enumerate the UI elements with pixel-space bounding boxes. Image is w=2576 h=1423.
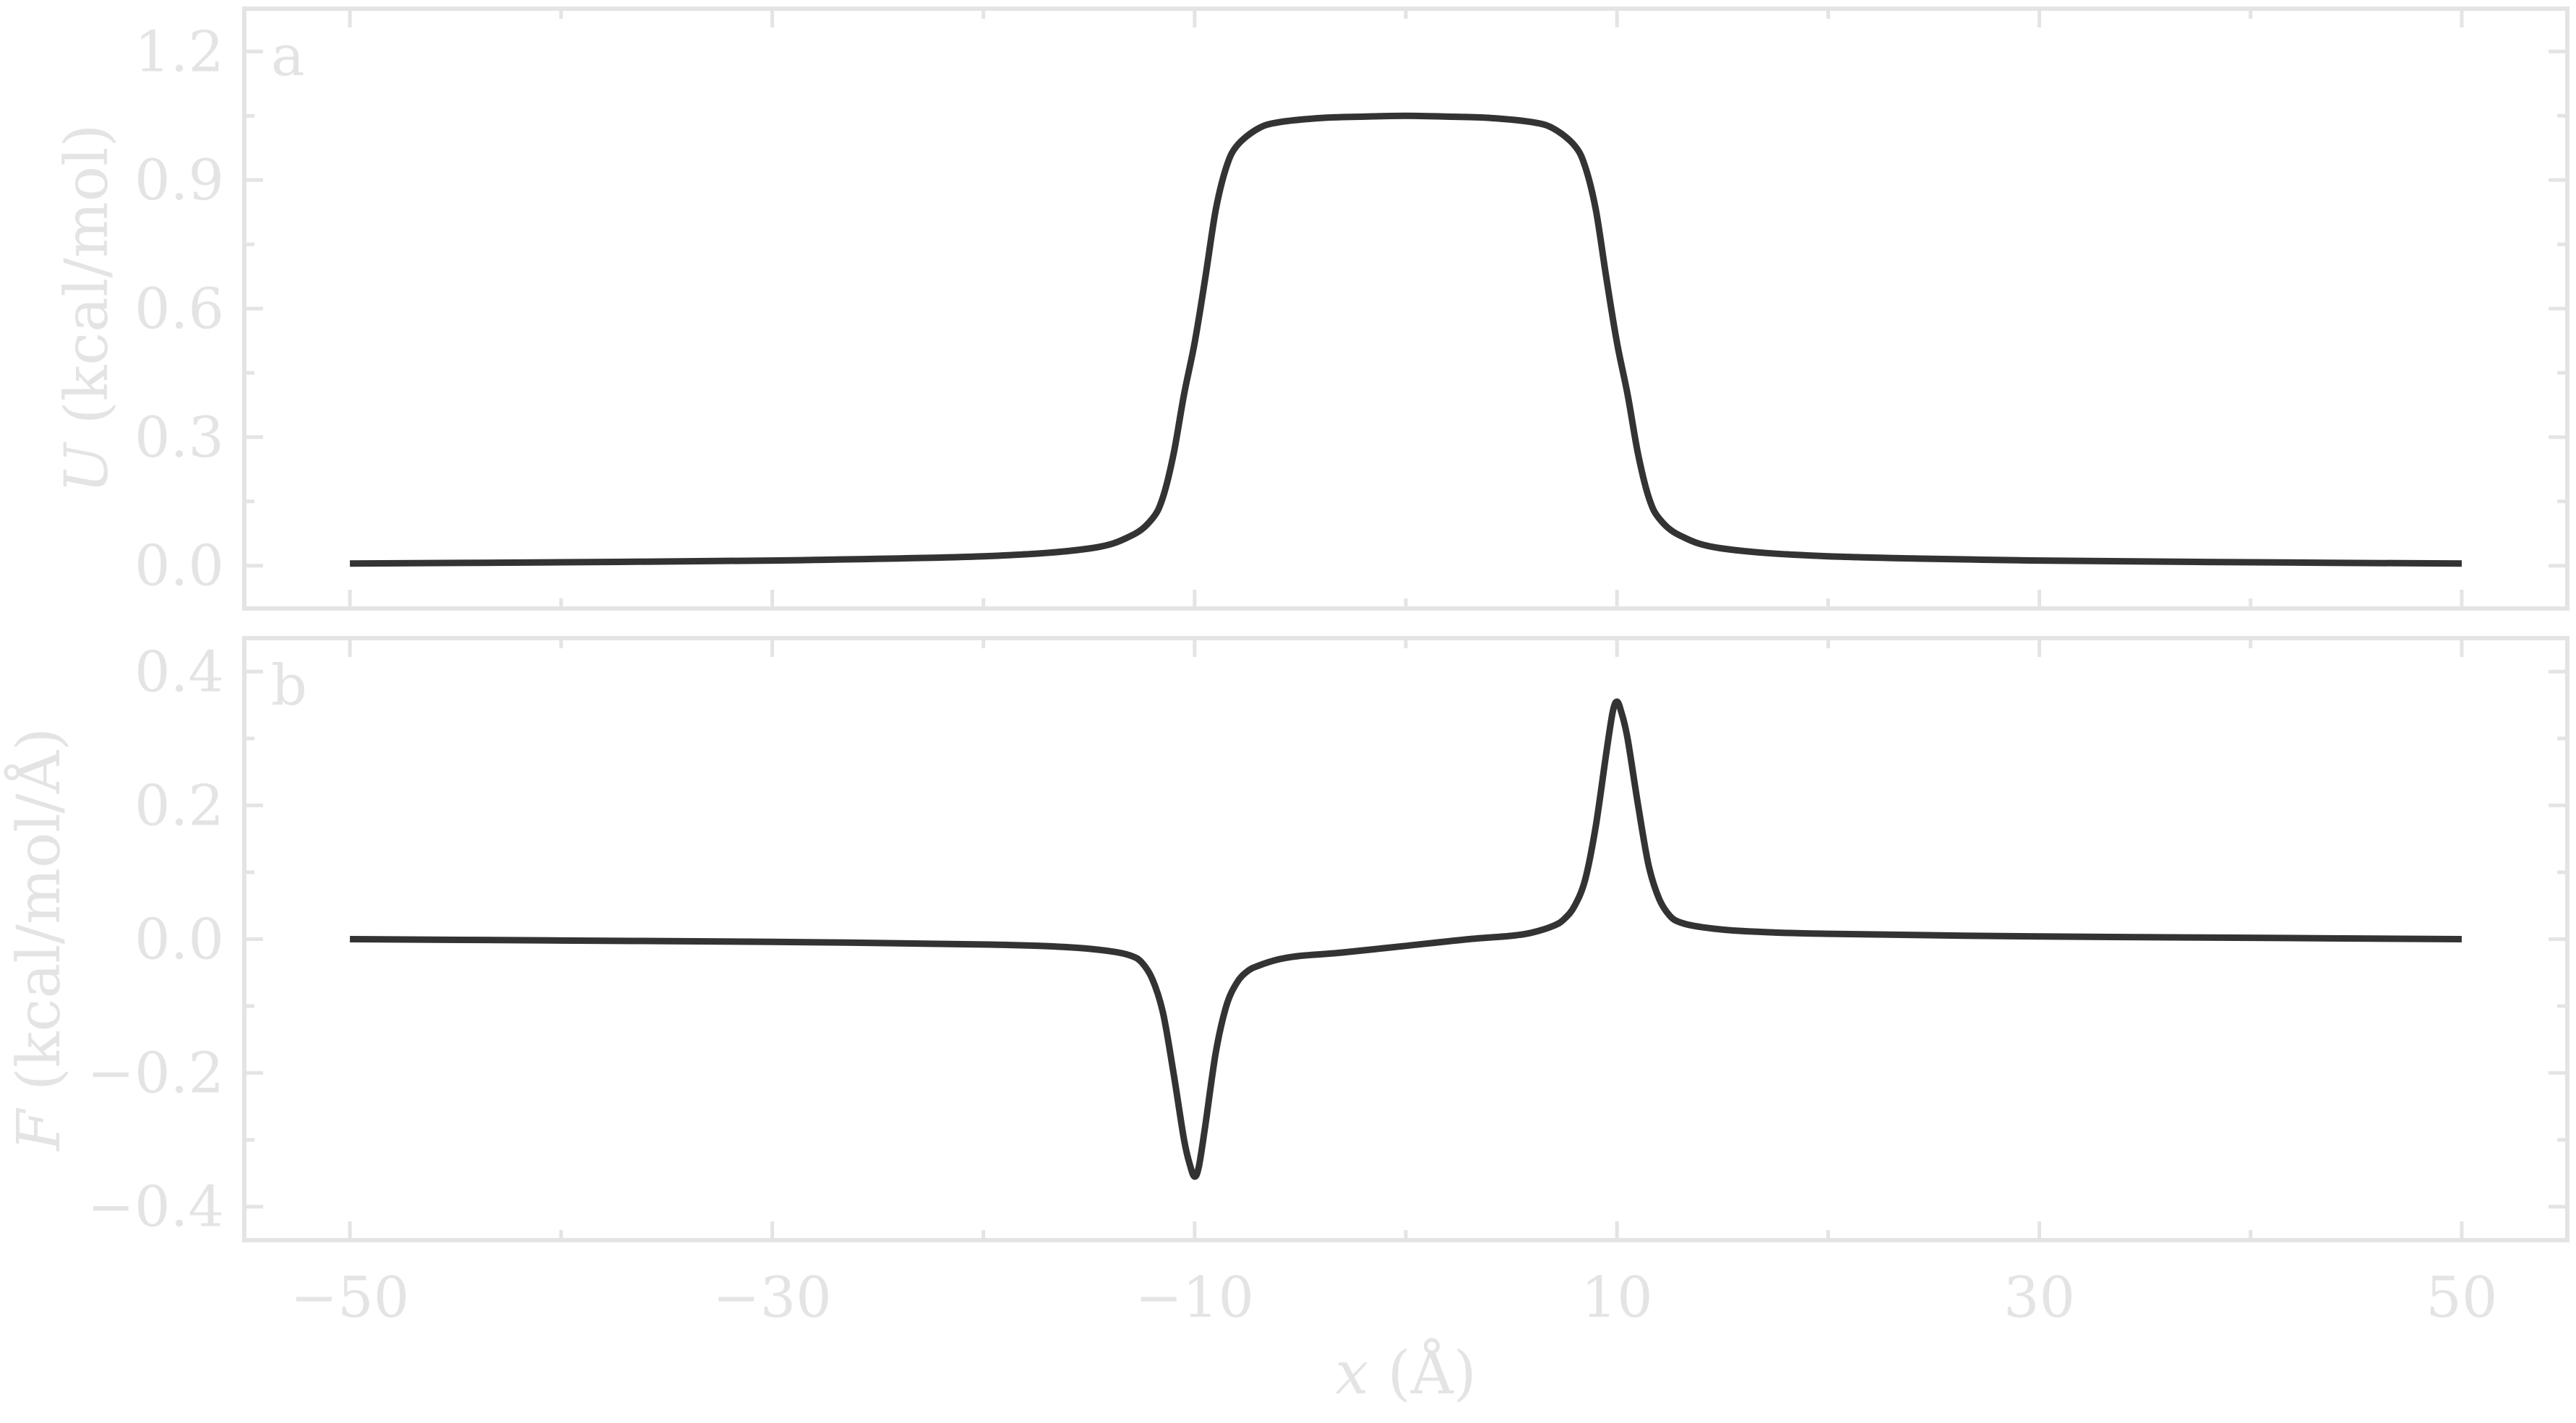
y-tick-label: 0.3 (134, 405, 224, 470)
x-tick-label: 50 (2426, 1265, 2497, 1330)
x-axis-units: (Å) (1388, 1338, 1477, 1408)
y-tick-label: −0.2 (87, 1041, 224, 1106)
y-tick-label: 0.4 (134, 640, 224, 705)
y-tick-label: 0.6 (134, 277, 224, 342)
x-tick-label: −30 (713, 1265, 832, 1330)
y-axis-label: F (kcal/mol/Å) (4, 728, 74, 1153)
y-tick-label: −0.4 (87, 1175, 224, 1240)
x-tick-label: −50 (291, 1265, 410, 1330)
series-line-0 (350, 698, 2462, 1180)
y-tick-label: 0.0 (134, 534, 224, 599)
y-axis-space (53, 424, 121, 443)
y-axis-symbol: F (5, 1107, 74, 1152)
y-axis-units: (kcal/mol) (53, 124, 121, 425)
panel-label: a (271, 24, 305, 89)
x-axis-label: x (Å) (1335, 1338, 1477, 1408)
y-axis-space (5, 1091, 74, 1109)
panel-label: b (271, 653, 307, 718)
x-axis-space (1368, 1339, 1387, 1408)
y-axis-label: U (kcal/mol) (53, 124, 121, 494)
y-tick-label: 1.2 (134, 20, 224, 85)
y-tick-label: 0.2 (134, 773, 224, 838)
x-tick-label: 30 (2004, 1265, 2075, 1330)
x-tick-label: −10 (1135, 1265, 1255, 1330)
panel-b: −0.4 −0.2 0.0 0.2 0.4 −50 −30 −10 10 30 50 x (Å) F (… (4, 636, 2569, 1408)
y-tick-label: 0.9 (134, 148, 224, 213)
y-axis-symbol: U (53, 441, 121, 493)
x-tick-label: 10 (1581, 1265, 1653, 1330)
y-tick-label: 0.0 (134, 908, 224, 973)
x-axis-symbol: x (1335, 1339, 1368, 1408)
panel-a: 0.00.30.60.91.2U (kcal/mol)a (53, 7, 2569, 611)
series-line-0 (350, 112, 2462, 567)
y-axis-units: (kcal/mol/Å) (4, 728, 74, 1091)
plot-frame (242, 7, 2569, 611)
